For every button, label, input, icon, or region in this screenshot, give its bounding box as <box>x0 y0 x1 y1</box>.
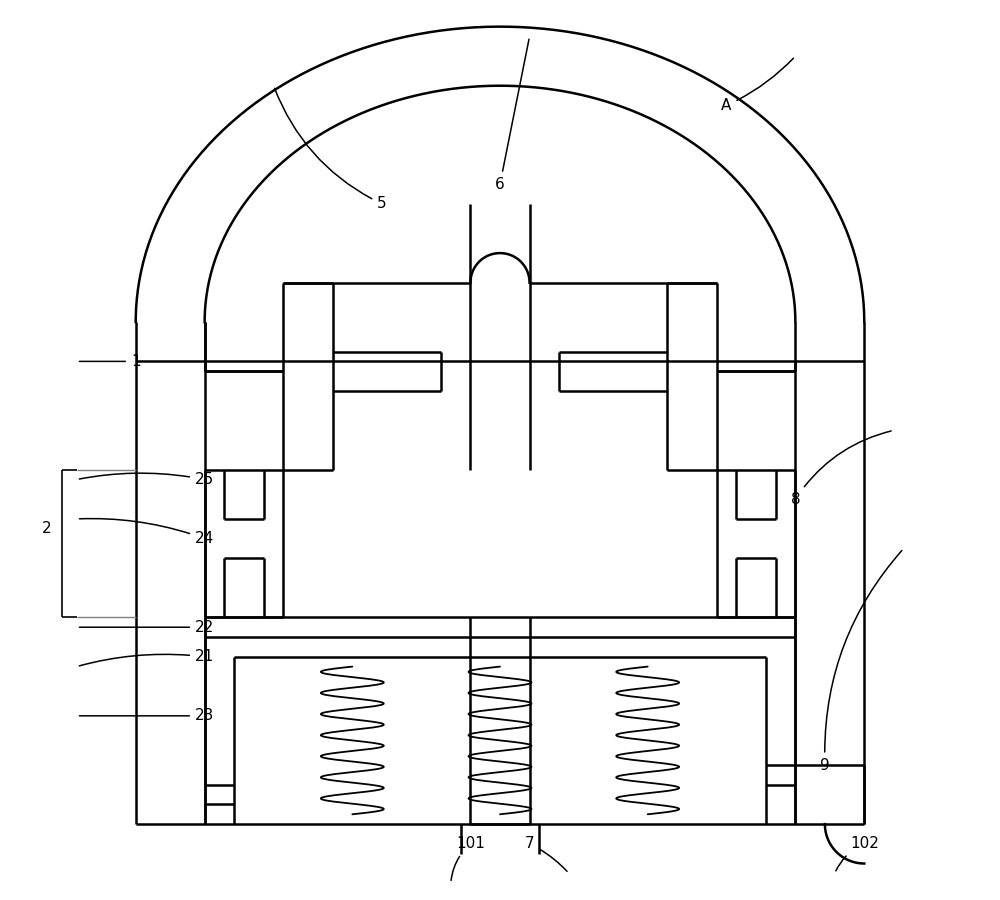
Text: 25: 25 <box>79 472 214 487</box>
Text: 7: 7 <box>525 836 567 871</box>
Text: 6: 6 <box>495 40 529 192</box>
Text: 9: 9 <box>820 551 902 772</box>
Text: 102: 102 <box>836 836 879 871</box>
Text: 101: 101 <box>451 836 485 880</box>
Text: 23: 23 <box>79 708 214 724</box>
Text: 1: 1 <box>79 354 141 369</box>
Text: 8: 8 <box>791 431 891 507</box>
Text: A: A <box>721 58 793 112</box>
Text: 5: 5 <box>275 88 387 212</box>
Text: 24: 24 <box>79 518 214 546</box>
Text: 22: 22 <box>79 620 214 634</box>
Text: 21: 21 <box>79 649 214 666</box>
Text: 2: 2 <box>42 521 52 536</box>
